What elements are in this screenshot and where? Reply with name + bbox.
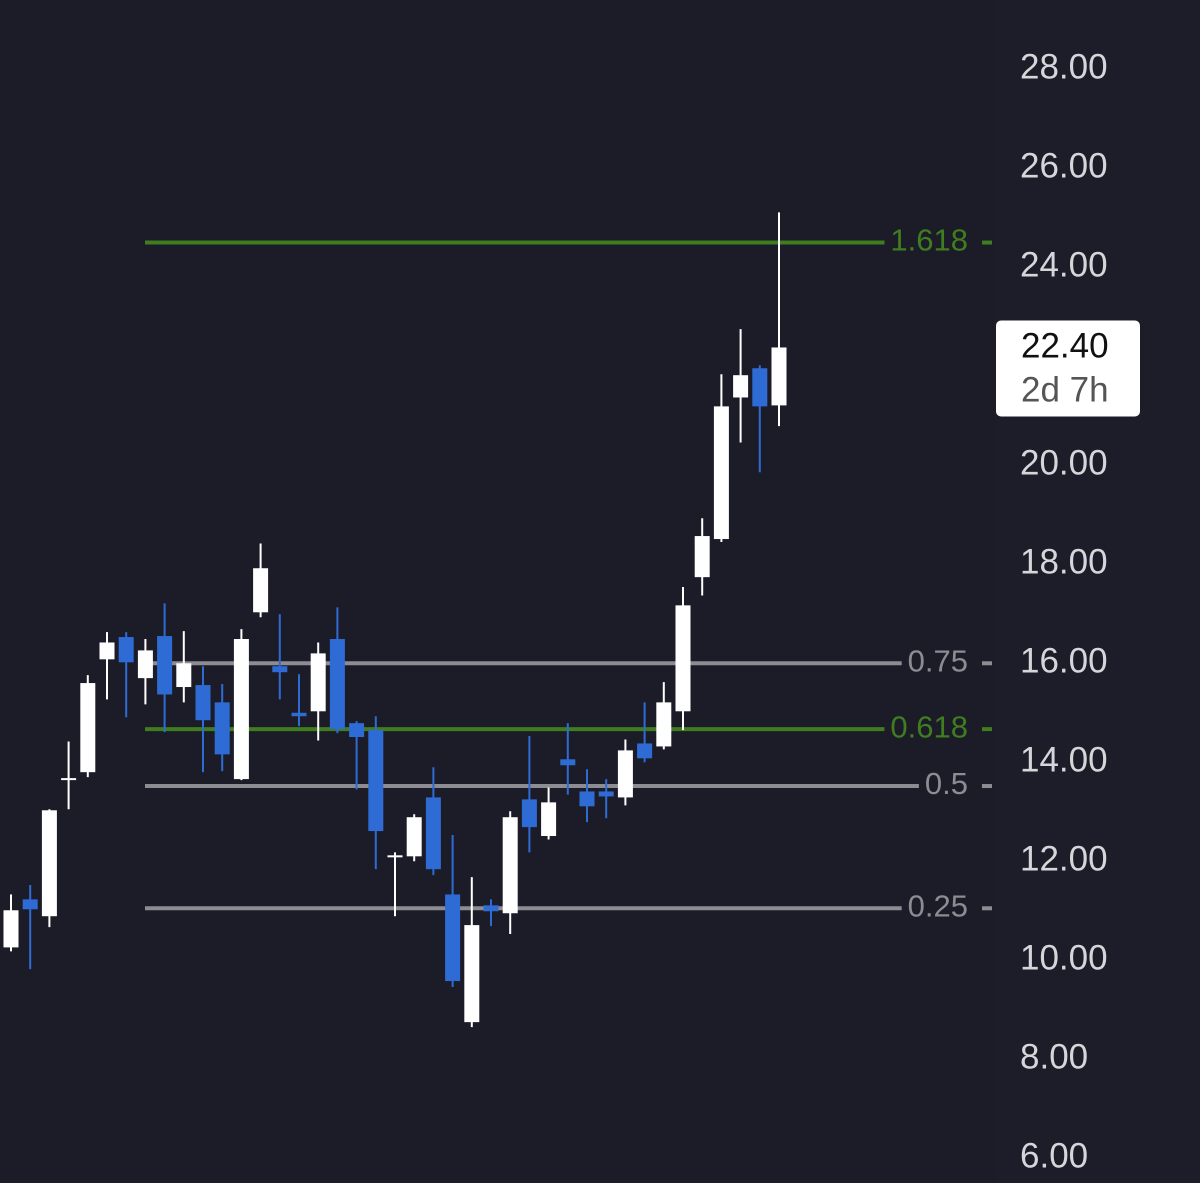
price-tag (996, 320, 1140, 417)
candle-body (137, 650, 153, 679)
y-tick-label: 14.00 (1020, 741, 1108, 780)
candle-body (445, 894, 461, 982)
y-tick-label: 24.00 (1020, 246, 1108, 285)
candle-body (272, 666, 288, 673)
fib-label: 0.5 (925, 766, 968, 801)
candle-body (771, 347, 787, 406)
y-tick-label: 12.00 (1020, 840, 1108, 879)
candle-body (579, 791, 595, 807)
candle-body (598, 791, 614, 797)
candle-body (733, 375, 749, 398)
candle-body (541, 802, 557, 837)
fib-label: 0.75 (908, 643, 968, 678)
candle-body (483, 905, 499, 912)
candle-body (118, 637, 134, 663)
candle-body (157, 636, 173, 695)
candle-body (675, 605, 691, 712)
candle-body (425, 797, 441, 870)
candle-body (349, 723, 365, 738)
candle-body (291, 712, 307, 717)
price-tag-label: 22.40 (1021, 327, 1109, 366)
candle-body (99, 642, 115, 660)
candle-body (368, 730, 384, 832)
candle-body (253, 568, 269, 613)
y-tick-label: 28.00 (1020, 48, 1108, 87)
candle-body (176, 663, 192, 688)
price-axis-panel (995, 0, 1200, 1183)
candle-body (617, 750, 633, 798)
candle-body (656, 702, 672, 747)
y-tick-label: 6.00 (1020, 1137, 1088, 1176)
fib-label: 0.25 (908, 888, 968, 923)
y-tick-label: 18.00 (1020, 543, 1108, 582)
candle-body (233, 639, 249, 780)
y-tick-label: 10.00 (1020, 939, 1108, 978)
countdown: 2d 7h (1021, 371, 1109, 410)
candle-body (22, 899, 38, 910)
fib-label: 1.618 (890, 223, 968, 258)
candle-body (329, 639, 345, 730)
y-tick-label: 26.00 (1020, 147, 1108, 186)
candle-body (752, 368, 768, 407)
candle-body (406, 817, 422, 857)
candle-body (713, 406, 729, 540)
candle-body (214, 702, 230, 755)
y-tick-label: 16.00 (1020, 642, 1108, 681)
candle-body (80, 683, 96, 773)
candle-body (3, 910, 19, 948)
y-tick-label: 8.00 (1020, 1038, 1088, 1077)
candle-body (502, 817, 518, 914)
candle-body (521, 799, 537, 828)
fib-label: 0.618 (890, 709, 968, 744)
candle-body (560, 759, 576, 766)
candle-body (387, 855, 403, 858)
candle-body (694, 536, 710, 578)
candle-body (637, 743, 653, 759)
candle-body (310, 653, 326, 712)
candle-body (41, 810, 57, 917)
candle-body (464, 925, 480, 1023)
y-tick-label: 20.00 (1020, 444, 1108, 483)
candle-body (195, 685, 211, 721)
candle-body (61, 778, 77, 781)
